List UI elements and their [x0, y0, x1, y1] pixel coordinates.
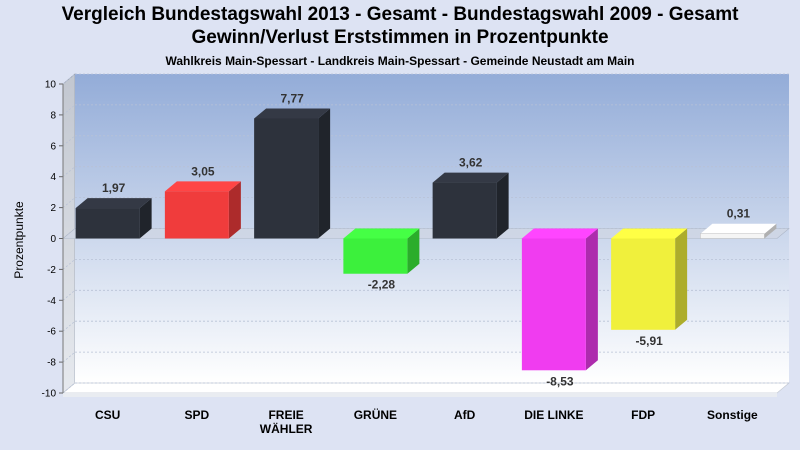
- bar-6: [611, 228, 688, 330]
- x-tick-label: FREIE: [268, 408, 303, 422]
- bar-1: [164, 181, 241, 239]
- bar-top: [343, 228, 420, 239]
- bar-side: [585, 228, 598, 371]
- bar: [164, 191, 229, 239]
- y-tick-label: 2: [50, 203, 56, 214]
- bar-side: [407, 228, 420, 274]
- y-tick-label: -2: [47, 265, 56, 276]
- bar: [75, 208, 140, 239]
- y-tick-label: 0: [50, 234, 56, 245]
- gridline-side: [62, 351, 76, 363]
- gridline-side: [62, 289, 76, 301]
- y-tick-label: 10: [45, 80, 57, 91]
- bar-side: [764, 223, 777, 239]
- bar: [432, 182, 497, 239]
- y-tick-label: 4: [50, 172, 56, 183]
- bar: [521, 238, 586, 371]
- plot-floor-edge: [63, 393, 777, 397]
- chart-title: Vergleich Bundestagswahl 2013 - Gesamt -…: [61, 4, 739, 25]
- bar-5: [521, 228, 598, 371]
- bar-top: [75, 198, 152, 209]
- gridline-side: [62, 197, 76, 208]
- bar: [254, 118, 319, 239]
- bar-side: [228, 181, 241, 239]
- y-tick-label: 8: [50, 110, 56, 121]
- bar-2: [254, 108, 331, 239]
- bar-top: [164, 181, 241, 192]
- bar: [611, 238, 676, 330]
- y-tick-label: 6: [50, 141, 56, 152]
- y-tick-label: -4: [47, 296, 56, 307]
- bar-top: [700, 223, 777, 234]
- gridline-side: [62, 166, 76, 178]
- x-tick-label: WÄHLER: [260, 421, 313, 436]
- bar-top: [521, 228, 598, 239]
- chart-title-line-2: Gewinn/Verlust Erststimmen in Prozentpun…: [191, 27, 609, 48]
- data-label: 7,77: [280, 91, 304, 105]
- bar-0: [75, 198, 152, 239]
- bar-4: [432, 172, 509, 239]
- gridline-side: [62, 104, 76, 116]
- x-tick-label: AfD: [454, 408, 476, 422]
- bar-side: [318, 108, 331, 239]
- bar-side: [675, 228, 688, 330]
- data-label: 1,97: [102, 181, 126, 195]
- x-tick-label: CSU: [95, 408, 120, 422]
- x-tick-label: FDP: [631, 408, 655, 422]
- gridline-side: [62, 382, 76, 394]
- bar: [700, 233, 765, 239]
- x-tick-label: GRÜNE: [354, 407, 397, 422]
- data-label: 0,31: [727, 207, 751, 221]
- gridline-side: [62, 320, 76, 332]
- bar-top: [611, 228, 688, 239]
- y-tick-label: -8: [47, 358, 56, 369]
- bar-top: [432, 172, 509, 183]
- bar-7: [700, 223, 777, 239]
- data-label: 3,62: [459, 156, 483, 170]
- chart-subtitle: Wahlkreis Main-Spessart - Landkreis Main…: [165, 54, 635, 68]
- bar: [343, 238, 408, 274]
- bar-top: [254, 108, 331, 119]
- x-tick-label: Sonstige: [707, 408, 758, 422]
- x-tick-label: SPD: [185, 408, 210, 422]
- bar-side: [496, 172, 509, 239]
- y-axis-label: Prozentpunkte: [12, 201, 26, 279]
- y-tick-label: -6: [47, 327, 56, 338]
- data-label: -2,28: [368, 278, 396, 292]
- data-label: 3,05: [191, 164, 215, 178]
- x-tick-label: DIE LINKE: [524, 408, 583, 422]
- bar-side: [139, 198, 152, 239]
- plot-floor: [61, 382, 791, 394]
- data-label: -5,91: [635, 334, 663, 348]
- gridline-side: [62, 135, 76, 147]
- bar-3: [343, 228, 420, 274]
- gridline-side: [62, 73, 76, 85]
- data-label: -8,53: [546, 374, 574, 388]
- gridline-side: [62, 259, 76, 270]
- y-tick-label: -10: [42, 389, 57, 400]
